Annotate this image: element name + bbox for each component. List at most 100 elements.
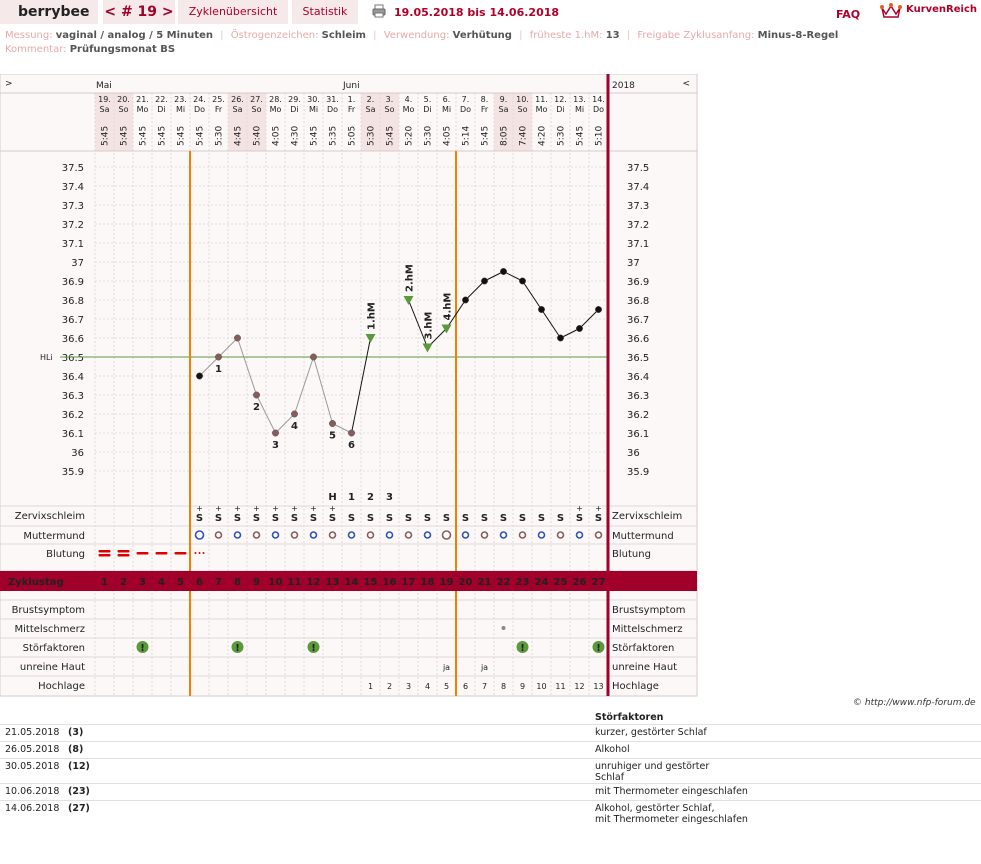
notes-heading: Störfaktoren bbox=[595, 712, 664, 723]
cycle-day: 26 bbox=[573, 577, 587, 588]
disturbance-icon bbox=[307, 641, 320, 653]
ytick-left: 36.6 bbox=[62, 334, 84, 345]
cycle-day: 7 bbox=[215, 577, 222, 588]
cervix-mark: S bbox=[424, 513, 431, 524]
time-label: 4:30 bbox=[291, 126, 301, 146]
bleeding-mark bbox=[117, 550, 130, 553]
date-label: 11. bbox=[535, 95, 548, 104]
ytick-right: 36.9 bbox=[627, 277, 649, 288]
weekday-label: Mo bbox=[137, 105, 149, 114]
top-bar: berrybee < # 19 > Zyklenübersicht Statis… bbox=[0, 0, 981, 24]
cervix-plus: + bbox=[310, 504, 317, 513]
cervix-mark: S bbox=[215, 513, 222, 524]
disturbance-icon bbox=[136, 641, 149, 653]
time-label: 5:45 bbox=[481, 126, 491, 146]
cervix-plus: + bbox=[272, 504, 279, 513]
meta-value: vaginal / analog / 5 Minuten bbox=[55, 30, 213, 41]
meta-value: Minus-8-Regel bbox=[757, 30, 839, 41]
date-label: 26. bbox=[231, 95, 244, 104]
cervix-position-mark bbox=[233, 531, 242, 539]
ytick-left: 36 bbox=[71, 448, 84, 459]
weekday-label: Di bbox=[423, 105, 431, 114]
cervix-position-mark bbox=[309, 531, 318, 539]
weekday-label: So bbox=[385, 105, 395, 114]
ytick-left: 35.9 bbox=[62, 467, 84, 478]
date-label: 24. bbox=[193, 95, 206, 104]
cycle-navigator[interactable]: < # 19 > bbox=[103, 0, 175, 24]
printer-icon[interactable] bbox=[372, 4, 386, 18]
date-range: 19.05.2018 bis 14.06.2018 bbox=[394, 6, 560, 19]
cycle-day: 22 bbox=[497, 577, 511, 588]
high-phase-count: 7 bbox=[482, 682, 487, 691]
note-date: 30.05.2018 bbox=[5, 761, 60, 772]
cycle-day: 12 bbox=[307, 577, 321, 588]
cycle-day: 3 bbox=[139, 577, 146, 588]
cervix-position-mark bbox=[480, 531, 489, 539]
cycle-day: 6 bbox=[196, 577, 203, 588]
tab-zyklenuebersicht[interactable]: Zyklenübersicht bbox=[178, 0, 288, 24]
temp-segment bbox=[237, 337, 257, 396]
temp-point bbox=[557, 334, 564, 342]
high-phase-count: 4 bbox=[425, 682, 430, 691]
temp-segment bbox=[465, 280, 485, 301]
nav-left: > bbox=[5, 79, 13, 89]
date-label: 10. bbox=[516, 95, 529, 104]
cycle-day: 1 bbox=[101, 577, 108, 588]
cervix-position-mark bbox=[271, 531, 280, 539]
bleeding-mark bbox=[117, 554, 130, 557]
bleeding-mark bbox=[136, 552, 149, 555]
coverline-label: HLi bbox=[40, 353, 53, 362]
cervix-mark: S bbox=[329, 513, 336, 524]
temp-point bbox=[215, 353, 222, 361]
kurvenreich-logo[interactable]: KurvenReich bbox=[880, 2, 980, 20]
weekday-label: Sa bbox=[100, 105, 110, 114]
disturbance-icon-mark: ! bbox=[596, 643, 601, 654]
higher-measurement-marker bbox=[422, 343, 433, 353]
high-phase-count: 12 bbox=[574, 682, 584, 691]
row-label-right-hoch: Hochlage bbox=[612, 681, 659, 692]
weekday-label: Do bbox=[194, 105, 205, 114]
ytick-right: 36.4 bbox=[627, 372, 649, 383]
nav-right: < bbox=[682, 79, 690, 89]
skin-mark: ja bbox=[480, 663, 488, 672]
temp-segment bbox=[351, 337, 371, 434]
month-label: Mai bbox=[96, 81, 112, 91]
weekend-column bbox=[247, 93, 266, 151]
weekend-column bbox=[494, 93, 513, 151]
bleeding-spot bbox=[198, 552, 201, 554]
row-label-hoch: Hochlage bbox=[38, 681, 85, 692]
cervix-mark: S bbox=[386, 513, 393, 524]
separator: | bbox=[519, 30, 523, 41]
cycle-day: 19 bbox=[440, 577, 454, 588]
date-label: 23. bbox=[174, 95, 187, 104]
weekday-label: Mo bbox=[536, 105, 548, 114]
time-label: 5:45 bbox=[177, 126, 187, 146]
high-phase-count: 10 bbox=[536, 682, 546, 691]
logo-text: KurvenReich bbox=[906, 4, 978, 15]
temp-point bbox=[348, 429, 355, 437]
note-text: unruhiger und gestörter Schlaf bbox=[595, 761, 710, 783]
cycle-day-bar bbox=[0, 571, 697, 591]
faq-link[interactable]: FAQ bbox=[836, 8, 861, 21]
crown-icon bbox=[880, 3, 902, 18]
time-label: 4:05 bbox=[443, 126, 453, 146]
cervix-mark: S bbox=[291, 513, 298, 524]
cervix-mark: S bbox=[367, 513, 374, 524]
bleeding-mark bbox=[155, 552, 168, 555]
row-label-zervix: Zervixschleim bbox=[15, 511, 85, 522]
cervix-plus: + bbox=[595, 504, 602, 513]
temp-point bbox=[253, 391, 260, 399]
weekday-label: Sa bbox=[233, 105, 243, 114]
temp-point bbox=[576, 325, 583, 332]
cervix-plus: + bbox=[329, 504, 336, 513]
date-label: 12. bbox=[554, 95, 567, 104]
row-label-right-blutung: Blutung bbox=[612, 549, 651, 560]
cycle-day: 17 bbox=[402, 577, 416, 588]
cervix-position-mark bbox=[594, 531, 603, 539]
tab-statistik[interactable]: Statistik bbox=[292, 0, 358, 24]
weekday-label: Mo bbox=[270, 105, 282, 114]
cervix-mark: S bbox=[310, 513, 317, 524]
chart-frame bbox=[0, 74, 698, 697]
cervix-plus: + bbox=[234, 504, 241, 513]
weekday-label: Do bbox=[460, 105, 471, 114]
